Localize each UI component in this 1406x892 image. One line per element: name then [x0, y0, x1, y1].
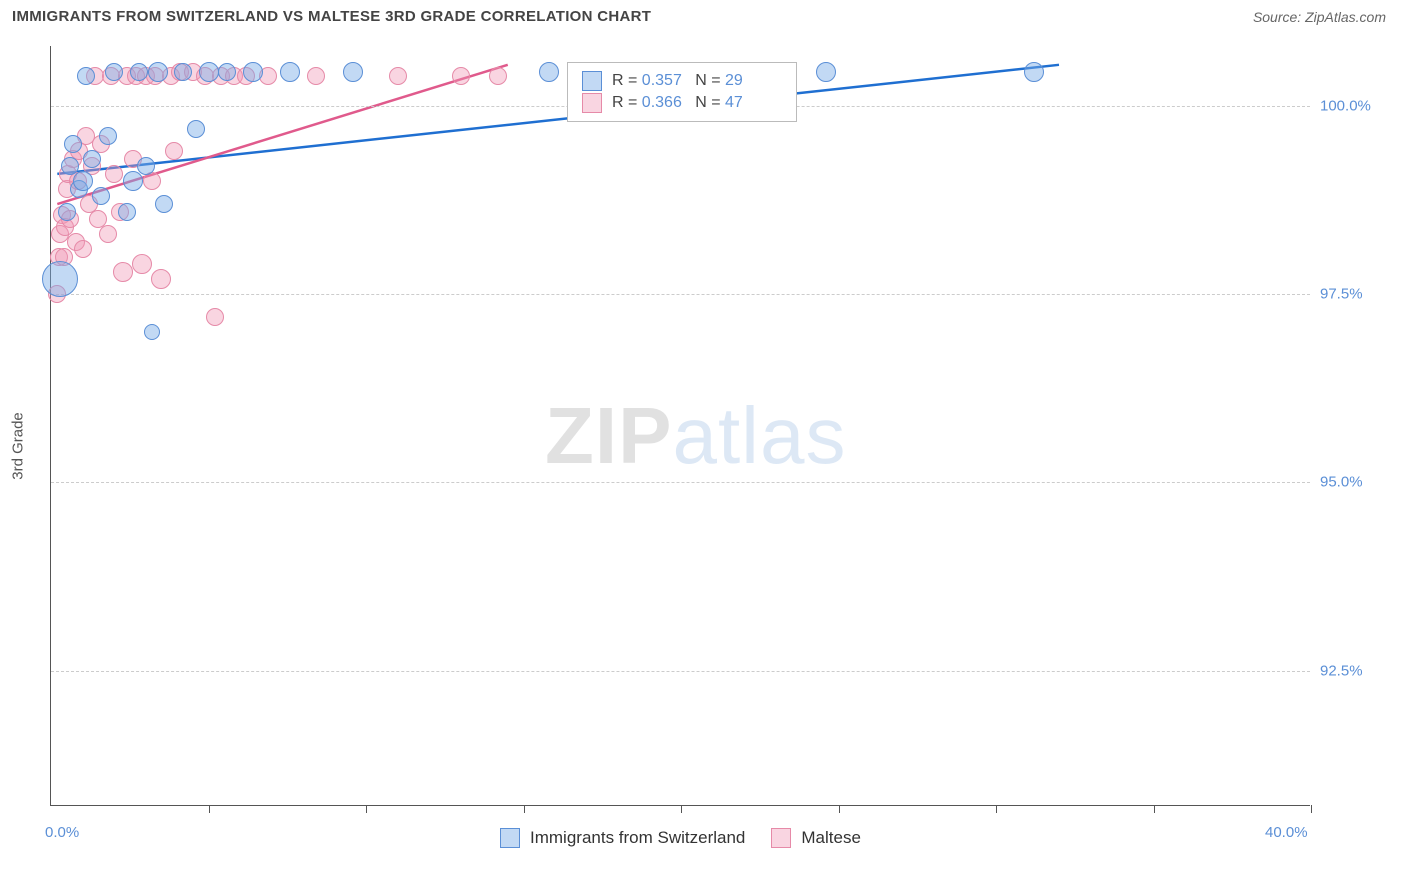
data-point-switzerland	[148, 62, 168, 82]
legend-label: Maltese	[801, 828, 861, 848]
x-tick-label: 0.0%	[45, 824, 79, 841]
stat-legend-text: R = 0.357 N = 29	[612, 72, 743, 90]
data-point-switzerland	[343, 62, 363, 82]
chart-title: IMMIGRANTS FROM SWITZERLAND VS MALTESE 3…	[12, 8, 651, 25]
chart-header: IMMIGRANTS FROM SWITZERLAND VS MALTESE 3…	[0, 0, 1406, 29]
data-point-switzerland	[144, 324, 160, 340]
y-tick-label: 95.0%	[1320, 474, 1390, 491]
gridline-horizontal	[51, 482, 1310, 483]
data-point-switzerland	[58, 203, 76, 221]
data-point-switzerland	[1024, 62, 1044, 82]
y-tick-label: 97.5%	[1320, 286, 1390, 303]
data-point-switzerland	[77, 67, 95, 85]
data-point-switzerland	[73, 171, 93, 191]
data-point-switzerland	[199, 62, 219, 82]
data-point-switzerland	[137, 157, 155, 175]
data-point-switzerland	[83, 150, 101, 168]
y-axis-label: 3rd Grade	[10, 412, 27, 480]
data-point-switzerland	[539, 62, 559, 82]
data-point-switzerland	[280, 62, 300, 82]
data-point-switzerland	[130, 63, 148, 81]
stat-legend-row-switzerland: R = 0.357 N = 29	[582, 71, 782, 91]
data-point-maltese	[389, 67, 407, 85]
y-tick-label: 92.5%	[1320, 662, 1390, 679]
source-prefix: Source:	[1253, 9, 1305, 25]
x-tick	[681, 805, 682, 813]
legend-swatch	[771, 828, 791, 848]
trend-lines-layer	[51, 46, 1311, 806]
data-point-maltese	[307, 67, 325, 85]
data-point-switzerland	[816, 62, 836, 82]
data-point-switzerland	[42, 261, 78, 297]
chart-source: Source: ZipAtlas.com	[1253, 9, 1386, 25]
legend-item-switzerland: Immigrants from Switzerland	[500, 828, 745, 848]
stat-legend-row-maltese: R = 0.366 N = 47	[582, 93, 782, 113]
legend-label: Immigrants from Switzerland	[530, 828, 745, 848]
statistics-legend: R = 0.357 N = 29 R = 0.366 N = 47	[567, 62, 797, 122]
x-tick	[1311, 805, 1312, 813]
data-point-switzerland	[155, 195, 173, 213]
data-point-maltese	[113, 262, 133, 282]
x-tick	[524, 805, 525, 813]
data-point-switzerland	[218, 63, 236, 81]
x-tick	[366, 805, 367, 813]
data-point-switzerland	[187, 120, 205, 138]
data-point-maltese	[165, 142, 183, 160]
x-tick	[209, 805, 210, 813]
data-point-switzerland	[64, 135, 82, 153]
gridline-horizontal	[51, 671, 1310, 672]
data-point-maltese	[452, 67, 470, 85]
gridline-horizontal	[51, 294, 1310, 295]
data-point-switzerland	[123, 171, 143, 191]
legend-item-maltese: Maltese	[771, 828, 861, 848]
x-tick-label: 40.0%	[1265, 824, 1308, 841]
data-point-switzerland	[174, 63, 192, 81]
stat-legend-text: R = 0.366 N = 47	[612, 94, 743, 112]
data-point-maltese	[206, 308, 224, 326]
x-tick	[839, 805, 840, 813]
data-point-maltese	[105, 165, 123, 183]
series-legend: Immigrants from Switzerland Maltese	[500, 828, 861, 848]
data-point-switzerland	[243, 62, 263, 82]
data-point-maltese	[489, 67, 507, 85]
data-point-maltese	[74, 240, 92, 258]
data-point-switzerland	[99, 127, 117, 145]
data-point-maltese	[151, 269, 171, 289]
source-name: ZipAtlas.com	[1305, 9, 1386, 25]
data-point-maltese	[99, 225, 117, 243]
data-point-maltese	[132, 254, 152, 274]
legend-swatch	[582, 71, 602, 91]
x-tick	[996, 805, 997, 813]
data-point-switzerland	[92, 187, 110, 205]
x-tick	[1154, 805, 1155, 813]
legend-swatch	[500, 828, 520, 848]
y-tick-label: 100.0%	[1320, 98, 1390, 115]
plot-area: 92.5%95.0%97.5%100.0%	[50, 46, 1310, 806]
legend-swatch	[582, 93, 602, 113]
data-point-switzerland	[118, 203, 136, 221]
data-point-switzerland	[105, 63, 123, 81]
